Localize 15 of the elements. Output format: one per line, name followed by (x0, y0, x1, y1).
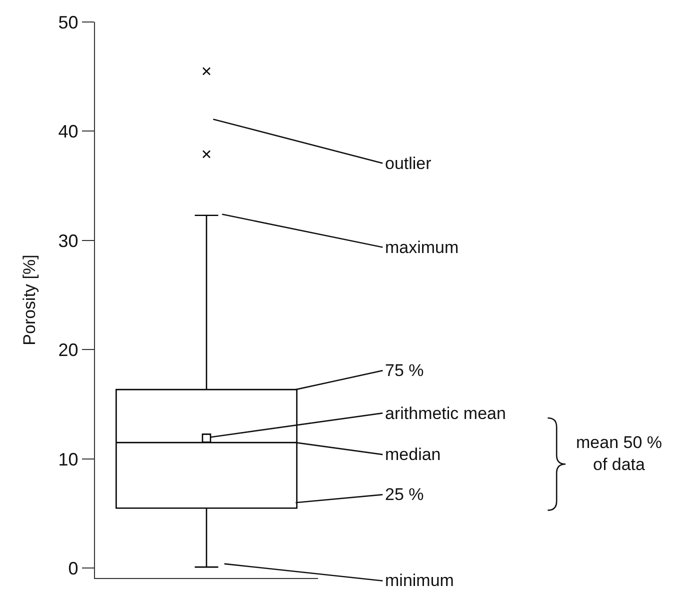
y-tick-label: 20 (58, 340, 78, 360)
y-tick-label: 50 (58, 12, 78, 32)
text: mean 50 % of data (576, 433, 662, 474)
text: arithmetic mean (385, 404, 506, 423)
y-tick-label: 10 (58, 449, 78, 470)
y-tick-label: 40 (58, 122, 78, 142)
y-axis-title: Porosity [%] (20, 254, 39, 346)
y-tick-label: 30 (58, 230, 78, 251)
text: 25 % (385, 485, 424, 504)
text: median (385, 445, 441, 464)
y-tick-label: 0 (68, 558, 78, 578)
text: 75 % (385, 361, 424, 380)
text: outlier (385, 154, 432, 173)
text: maximum (385, 238, 459, 257)
text: minimum (385, 571, 454, 590)
